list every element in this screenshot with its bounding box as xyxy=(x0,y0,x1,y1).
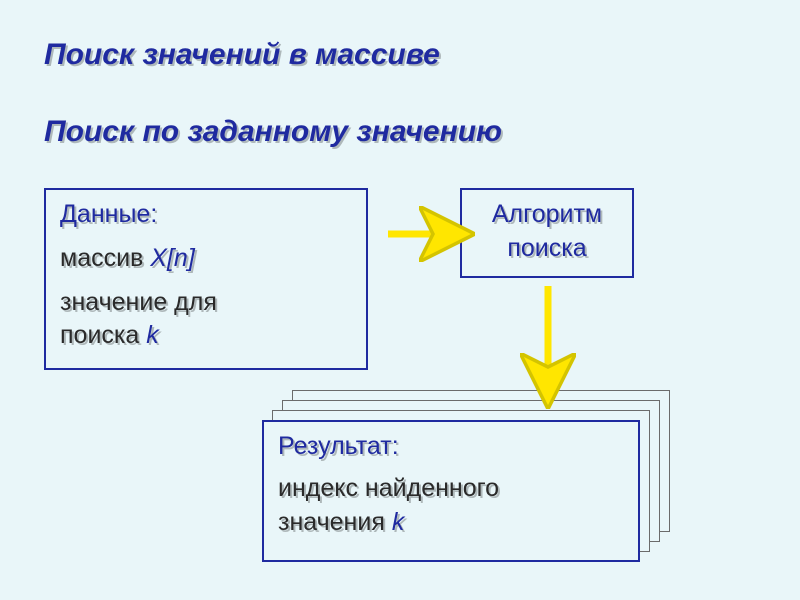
flow-arrows xyxy=(0,0,800,600)
